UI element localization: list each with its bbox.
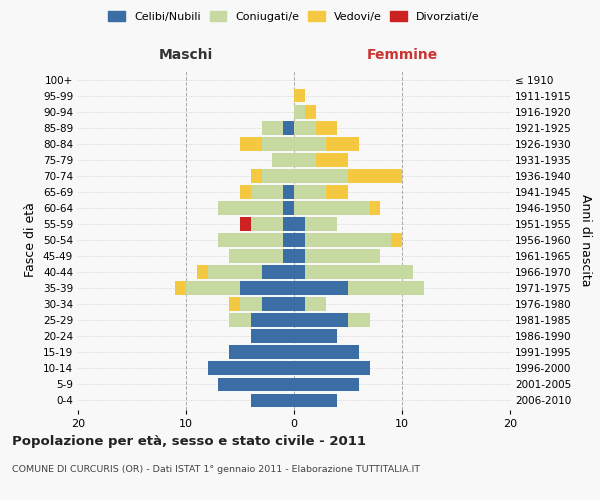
Bar xyxy=(262,266,294,279)
Bar xyxy=(251,394,294,407)
Bar xyxy=(294,137,326,150)
Bar xyxy=(186,282,240,295)
Bar xyxy=(218,201,283,214)
Bar xyxy=(305,217,337,231)
Bar xyxy=(305,298,326,311)
Bar xyxy=(294,314,348,327)
Bar xyxy=(294,266,305,279)
Bar xyxy=(305,249,380,263)
Bar xyxy=(175,282,186,295)
Bar xyxy=(316,153,348,166)
Bar xyxy=(283,233,294,247)
Bar xyxy=(305,233,391,247)
Bar xyxy=(229,249,283,263)
Bar xyxy=(229,314,251,327)
Bar xyxy=(197,266,208,279)
Bar xyxy=(283,249,294,263)
Bar xyxy=(294,249,305,263)
Bar xyxy=(262,137,294,150)
Bar xyxy=(240,185,251,198)
Bar xyxy=(283,185,294,198)
Bar xyxy=(251,330,294,343)
Text: Maschi: Maschi xyxy=(159,48,213,62)
Bar xyxy=(251,217,283,231)
Bar xyxy=(348,169,402,182)
Bar xyxy=(348,314,370,327)
Bar xyxy=(305,266,413,279)
Text: Femmine: Femmine xyxy=(367,48,437,62)
Bar xyxy=(218,378,294,391)
Y-axis label: Fasce di età: Fasce di età xyxy=(25,202,37,278)
Bar xyxy=(208,266,262,279)
Bar xyxy=(294,394,337,407)
Bar xyxy=(326,137,359,150)
Bar xyxy=(316,121,337,134)
Bar xyxy=(283,121,294,134)
Bar xyxy=(294,201,370,214)
Bar xyxy=(294,217,305,231)
Bar xyxy=(294,169,348,182)
Bar xyxy=(240,282,294,295)
Bar xyxy=(262,121,283,134)
Bar xyxy=(294,298,305,311)
Bar xyxy=(240,217,251,231)
Bar xyxy=(208,362,294,375)
Bar xyxy=(251,185,283,198)
Bar xyxy=(283,201,294,214)
Bar xyxy=(294,378,359,391)
Bar xyxy=(294,121,316,134)
Bar xyxy=(305,105,316,118)
Bar xyxy=(272,153,294,166)
Bar xyxy=(294,282,348,295)
Bar xyxy=(294,330,337,343)
Bar xyxy=(294,89,305,102)
Bar xyxy=(391,233,402,247)
Bar xyxy=(370,201,380,214)
Bar xyxy=(294,362,370,375)
Bar xyxy=(326,185,348,198)
Y-axis label: Anni di nascita: Anni di nascita xyxy=(580,194,592,286)
Bar xyxy=(262,169,294,182)
Bar xyxy=(229,346,294,359)
Bar xyxy=(240,298,262,311)
Legend: Celibi/Nubili, Coniugati/e, Vedovi/e, Divorziati/e: Celibi/Nubili, Coniugati/e, Vedovi/e, Di… xyxy=(105,8,483,25)
Bar xyxy=(218,233,283,247)
Bar xyxy=(348,282,424,295)
Text: COMUNE DI CURCURIS (OR) - Dati ISTAT 1° gennaio 2011 - Elaborazione TUTTITALIA.I: COMUNE DI CURCURIS (OR) - Dati ISTAT 1° … xyxy=(12,465,420,474)
Bar xyxy=(229,298,240,311)
Text: Popolazione per età, sesso e stato civile - 2011: Popolazione per età, sesso e stato civil… xyxy=(12,435,366,448)
Bar xyxy=(262,298,294,311)
Bar xyxy=(294,105,305,118)
Bar xyxy=(283,217,294,231)
Bar xyxy=(294,185,326,198)
Bar xyxy=(294,346,359,359)
Bar xyxy=(294,153,316,166)
Bar xyxy=(251,314,294,327)
Bar xyxy=(294,233,305,247)
Bar xyxy=(251,169,262,182)
Bar xyxy=(240,137,262,150)
